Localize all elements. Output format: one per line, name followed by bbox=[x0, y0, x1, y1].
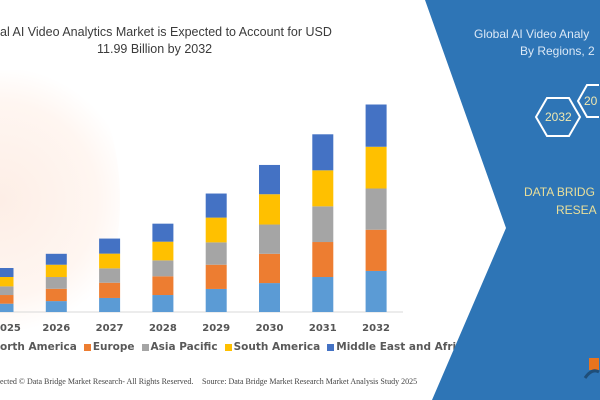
bar-segment bbox=[259, 164, 280, 195]
bar-segment bbox=[45, 301, 67, 312]
footer-source: Source: Data Bridge Market Research Mark… bbox=[202, 377, 418, 386]
x-tick-label: 2032 bbox=[362, 323, 390, 334]
bar-segment bbox=[99, 297, 121, 312]
bar-segment bbox=[45, 277, 67, 289]
chart-title-line2: 11.99 Billion by 2032 bbox=[97, 42, 213, 56]
legend-label: Asia Pacific bbox=[150, 341, 218, 353]
bar-segment bbox=[0, 277, 14, 287]
bar-segment bbox=[99, 253, 121, 269]
hexagon-2032 bbox=[534, 97, 582, 137]
bar-segment bbox=[99, 238, 121, 254]
x-tick-label: 2027 bbox=[96, 323, 124, 334]
bar-segment bbox=[0, 303, 14, 312]
chart-title-line1: al AI Video Analytics Market is Expected… bbox=[0, 25, 332, 39]
bar-segment bbox=[45, 253, 67, 265]
x-tick-label: 2030 bbox=[256, 323, 284, 334]
bar-segment bbox=[0, 268, 14, 278]
legend-label: orth America bbox=[0, 341, 77, 353]
x-tick-label: 2028 bbox=[149, 323, 177, 334]
side-panel-background bbox=[425, 0, 600, 400]
hexagon-second bbox=[576, 84, 599, 118]
bar-segment bbox=[312, 277, 334, 312]
legend-swatch bbox=[327, 343, 335, 351]
hex-label-2032: 2032 bbox=[545, 110, 572, 124]
x-tick-label: 2031 bbox=[309, 323, 337, 334]
bar-segment bbox=[205, 264, 227, 289]
hex-label-second: 20 bbox=[584, 94, 598, 108]
x-tick-label: 2029 bbox=[202, 323, 230, 334]
panel-title-line1: Global AI Video Analy bbox=[474, 27, 590, 41]
bar-segment bbox=[259, 283, 280, 312]
bar-segment bbox=[152, 295, 174, 312]
bar-segment bbox=[152, 223, 174, 242]
x-tick-label: 2026 bbox=[42, 323, 70, 334]
bar-segment bbox=[99, 268, 121, 283]
bar-segment bbox=[365, 104, 387, 147]
bar-segment bbox=[152, 260, 174, 277]
bar-segment bbox=[365, 146, 387, 189]
legend-swatch bbox=[224, 343, 232, 351]
legend-swatch bbox=[141, 343, 149, 351]
bar-segment bbox=[365, 188, 387, 230]
brand-text-line1: DATA BRIDG bbox=[524, 185, 595, 199]
bar-segment bbox=[152, 241, 174, 261]
legend-label: South America bbox=[233, 341, 321, 353]
footer-copyright: ected © Data Bridge Market Research- All… bbox=[0, 377, 194, 386]
bar-segment bbox=[312, 206, 334, 243]
bar-segment bbox=[45, 288, 67, 302]
legend-label: Europe bbox=[92, 341, 135, 353]
bar-segment bbox=[45, 264, 67, 278]
bar-segment bbox=[0, 295, 14, 304]
bar-segment bbox=[365, 270, 387, 312]
bar-segment bbox=[312, 170, 334, 207]
bar-segment bbox=[99, 282, 121, 298]
bar-segment bbox=[205, 242, 227, 265]
bar-segment bbox=[0, 286, 14, 296]
bar-segment bbox=[365, 229, 387, 271]
bar-segment bbox=[259, 194, 280, 225]
legend: orth America Europe Asia Pacific South Amer… bbox=[0, 341, 469, 353]
bar-segment bbox=[205, 217, 227, 243]
brand-logo-icon bbox=[583, 358, 600, 379]
panel-title-line2: By Regions, 2 bbox=[520, 44, 595, 58]
brand-text-line2: RESEA bbox=[556, 203, 597, 217]
legend-label: Middle East and Africa bbox=[336, 341, 470, 353]
bar-segment bbox=[312, 242, 334, 278]
bar-segment bbox=[152, 276, 174, 296]
bar-segment bbox=[259, 253, 280, 284]
bar-segment bbox=[205, 288, 227, 312]
bar-segment bbox=[312, 134, 334, 171]
x-tick-label: 025 bbox=[0, 323, 21, 334]
bar-segment bbox=[259, 224, 280, 254]
legend-swatch bbox=[83, 343, 91, 351]
bar-segment bbox=[205, 193, 227, 218]
